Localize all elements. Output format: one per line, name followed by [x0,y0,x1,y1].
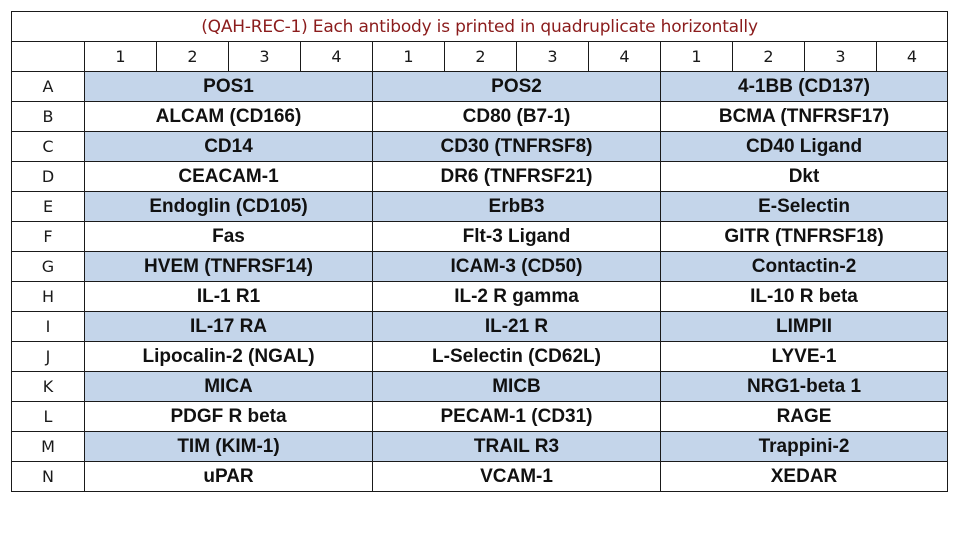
column-number: 3 [804,41,877,72]
antibody-cell: CD80 (B7-1) [372,101,661,132]
corner-cell [11,41,85,72]
antibody-cell: Dkt [659,161,949,192]
row-label: G [11,251,85,282]
row-label: M [11,431,85,462]
antibody-array-map: (QAH-REC-1) Each antibody is printed in … [10,11,949,492]
antibody-cell: ErbB3 [372,191,661,222]
row-label: I [11,311,85,342]
antibody-cell: Trappini-2 [659,431,949,462]
column-number: 2 [444,41,517,72]
antibody-cell: XEDAR [659,461,949,492]
table-row: M TIM (KIM-1) TRAIL R3 Trappini-2 [11,431,949,462]
antibody-cell: POS1 [84,71,373,102]
table-row: F Fas Flt-3 Ligand GITR (TNFRSF18) [11,221,949,252]
antibody-cell: PDGF R beta [84,401,373,432]
row-label: E [11,191,85,222]
antibody-cell: HVEM (TNFRSF14) [84,251,373,282]
column-number: 4 [588,41,661,72]
row-label: F [11,221,85,252]
row-label: K [11,371,85,402]
title-row: (QAH-REC-1) Each antibody is printed in … [10,11,949,42]
column-number: 3 [516,41,589,72]
antibody-cell: IL-1 R1 [84,281,373,312]
antibody-cell: PECAM-1 (CD31) [372,401,661,432]
table-title: (QAH-REC-1) Each antibody is printed in … [10,11,949,42]
antibody-cell: CD14 [84,131,373,162]
antibody-cell: CEACAM-1 [84,161,373,192]
antibody-cell: IL-17 RA [84,311,373,342]
antibody-cell: L-Selectin (CD62L) [372,341,661,372]
table-row: C CD14 CD30 (TNFRSF8) CD40 Ligand [11,131,949,162]
antibody-cell: IL-21 R [372,311,661,342]
row-label: L [11,401,85,432]
antibody-cell: 4-1BB (CD137) [659,71,949,102]
antibody-cell: CD40 Ligand [659,131,949,162]
antibody-cell: NRG1-beta 1 [659,371,949,402]
antibody-cell: ICAM-3 (CD50) [372,251,661,282]
antibody-cell: GITR (TNFRSF18) [659,221,949,252]
antibody-cell: MICB [372,371,661,402]
table-row: K MICA MICB NRG1-beta 1 [11,371,949,402]
column-number: 3 [228,41,301,72]
column-number: 4 [875,41,949,72]
antibody-cell: E-Selectin [659,191,949,222]
antibody-cell: IL-2 R gamma [372,281,661,312]
row-label: N [11,461,85,492]
column-number: 2 [156,41,229,72]
antibody-cell: IL-10 R beta [659,281,949,312]
table-row: G HVEM (TNFRSF14) ICAM-3 (CD50) Contactin-2 [11,251,949,282]
antibody-cell: Lipocalin-2 (NGAL) [84,341,373,372]
antibody-cell: BCMA (TNFRSF17) [659,101,949,132]
antibody-cell: DR6 (TNFRSF21) [372,161,661,192]
antibody-cell: MICA [84,371,373,402]
table-row: A POS1 POS2 4-1BB (CD137) [11,71,949,102]
antibody-cell: uPAR [84,461,373,492]
antibody-cell: TRAIL R3 [372,431,661,462]
row-label: A [11,71,85,102]
antibody-cell: Contactin-2 [659,251,949,282]
table-row: J Lipocalin-2 (NGAL) L-Selectin (CD62L) LYV… [11,341,949,372]
antibody-table: (QAH-REC-1) Each antibody is printed in … [10,11,949,492]
antibody-cell: POS2 [372,71,661,102]
antibody-cell: VCAM-1 [372,461,661,492]
table-row: I IL-17 RA IL-21 R LIMPII [11,311,949,342]
column-number: 4 [300,41,373,72]
antibody-cell: TIM (KIM-1) [84,431,373,462]
column-number: 1 [372,41,445,72]
table-row: D CEACAM-1 DR6 (TNFRSF21) Dkt [11,161,949,192]
column-number: 2 [732,41,805,72]
antibody-cell: RAGE [659,401,949,432]
row-label: J [11,341,85,372]
table-row: E Endoglin (CD105) ErbB3 E-Selectin [11,191,949,222]
row-label: H [11,281,85,312]
table-row: L PDGF R beta PECAM-1 (CD31) RAGE [11,401,949,432]
antibody-cell: CD30 (TNFRSF8) [372,131,661,162]
antibody-cell: LYVE-1 [659,341,949,372]
antibody-cell: LIMPII [659,311,949,342]
row-label: B [11,101,85,132]
table-row: B ALCAM (CD166) CD80 (B7-1) BCMA (TNFRSF17) [11,101,949,132]
column-number: 1 [660,41,733,72]
antibody-cell: ALCAM (CD166) [84,101,373,132]
row-label: D [11,161,85,192]
antibody-cell: Endoglin (CD105) [84,191,373,222]
column-number: 1 [84,41,157,72]
row-label: C [11,131,85,162]
antibody-cell: Fas [84,221,373,252]
table-row: H IL-1 R1 IL-2 R gamma IL-10 R beta [11,281,949,312]
antibody-cell: Flt-3 Ligand [372,221,661,252]
